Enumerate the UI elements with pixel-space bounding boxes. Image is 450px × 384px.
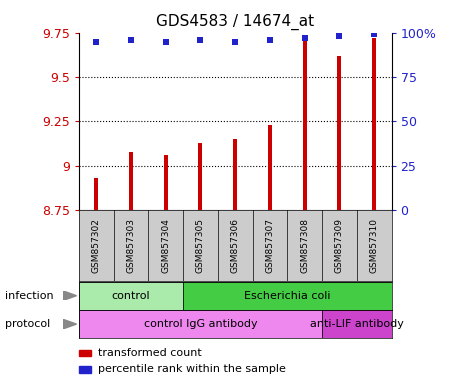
Bar	[198, 142, 202, 210]
Point	[197, 36, 204, 43]
Text: GSM857306: GSM857306	[231, 218, 240, 273]
Text: Escherichia coli: Escherichia coli	[244, 291, 330, 301]
Bar	[163, 155, 168, 210]
Point	[336, 33, 343, 39]
Text: GSM857307: GSM857307	[266, 218, 274, 273]
Point	[162, 38, 169, 45]
Polygon shape	[63, 319, 76, 329]
Point	[93, 38, 100, 45]
Text: GSM857309: GSM857309	[335, 218, 344, 273]
Point	[301, 35, 308, 41]
Text: protocol: protocol	[4, 319, 50, 329]
Bar	[79, 282, 183, 310]
Bar	[94, 178, 98, 210]
Title: GDS4583 / 14674_at: GDS4583 / 14674_at	[156, 14, 314, 30]
Text: GSM857304: GSM857304	[161, 218, 170, 273]
Bar	[338, 56, 342, 210]
Polygon shape	[63, 291, 76, 300]
Bar	[79, 310, 322, 338]
Bar	[129, 152, 133, 210]
Point	[127, 36, 135, 43]
Bar	[79, 350, 91, 356]
Bar	[79, 366, 91, 372]
Text: GSM857310: GSM857310	[369, 218, 378, 273]
Text: GSM857305: GSM857305	[196, 218, 205, 273]
Text: percentile rank within the sample: percentile rank within the sample	[98, 364, 285, 374]
Bar	[302, 38, 307, 210]
Point	[370, 31, 378, 38]
Bar	[233, 139, 237, 210]
Bar	[322, 310, 392, 338]
Text: GSM857302: GSM857302	[92, 218, 101, 273]
Point	[266, 36, 274, 43]
Text: control IgG antibody: control IgG antibody	[144, 319, 257, 329]
Bar	[372, 38, 376, 210]
Text: anti-LIF antibody: anti-LIF antibody	[310, 319, 404, 329]
Text: control: control	[112, 291, 150, 301]
Bar	[183, 282, 392, 310]
Bar	[268, 125, 272, 210]
Text: GSM857303: GSM857303	[126, 218, 135, 273]
Text: transformed count: transformed count	[98, 348, 201, 358]
Point	[232, 38, 239, 45]
Text: infection: infection	[4, 291, 53, 301]
Text: GSM857308: GSM857308	[300, 218, 309, 273]
